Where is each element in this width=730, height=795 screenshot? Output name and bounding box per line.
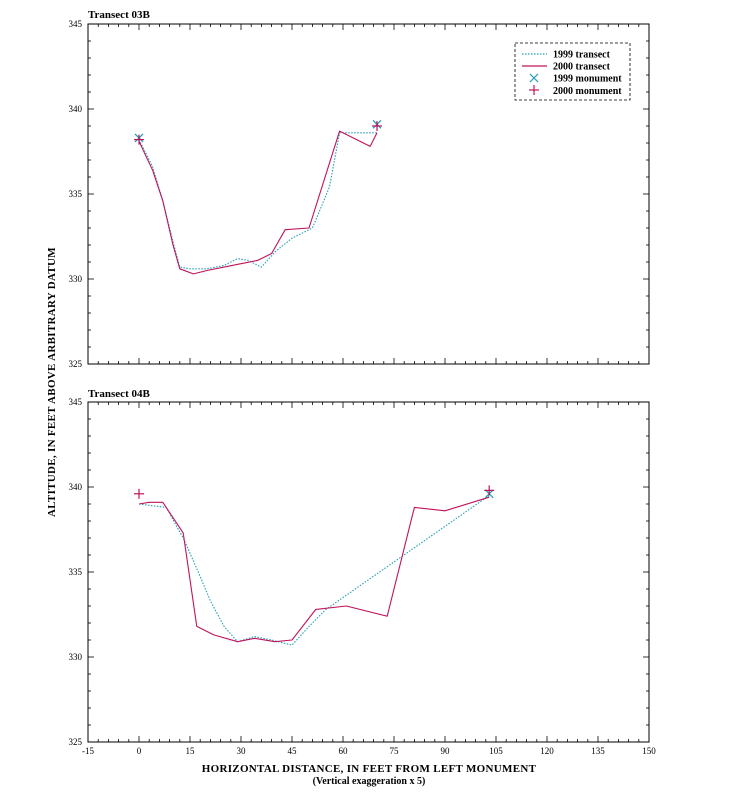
x-tick-label: 75 bbox=[390, 746, 400, 756]
y-axis-label: ALTITUDE, IN FEET ABOVE ARBITRARY DATUM bbox=[46, 247, 58, 517]
legend-x-marker-icon bbox=[529, 73, 539, 83]
legend-label-2000-transect: 2000 transect bbox=[553, 62, 611, 73]
transect-03b-panel: Transect 03B 325 330 335 340 345 1999 transe… bbox=[69, 9, 650, 369]
y-tick-label: 330 bbox=[69, 652, 83, 662]
series-layer-03b bbox=[138, 130, 378, 275]
x-tick-label: 0 bbox=[137, 746, 142, 756]
series-line-2000-transect-03b bbox=[138, 130, 378, 275]
y-tick-label: 335 bbox=[69, 567, 83, 577]
x-tick-label: 45 bbox=[288, 746, 298, 756]
y-tick-label: 335 bbox=[69, 189, 83, 199]
y-tick-label: 345 bbox=[69, 397, 83, 407]
legend-label-1999-transect: 1999 transect bbox=[553, 50, 611, 61]
series-layer-04b bbox=[138, 495, 490, 646]
x-tick-label: 135 bbox=[591, 746, 605, 756]
legend-label-1999-monument: 1999 monument bbox=[553, 74, 622, 85]
x-tick-label: -15 bbox=[82, 746, 94, 756]
2000-monument-marker-04b bbox=[134, 488, 144, 499]
series-line-1999-transect-03b bbox=[138, 132, 377, 270]
y-tick-label: 325 bbox=[69, 359, 83, 369]
panel-title-03b: Transect 03B bbox=[88, 9, 150, 21]
y-tick-labels-04b: 325 330 335 340 345 bbox=[69, 397, 83, 747]
y-tick-label: 340 bbox=[69, 482, 83, 492]
2000-monument-marker-03b bbox=[372, 121, 382, 131]
axis-ticks-04b bbox=[87, 401, 650, 743]
x-tick-label: 60 bbox=[339, 746, 349, 756]
y-tick-label: 345 bbox=[69, 19, 83, 29]
x-tick-label: 90 bbox=[441, 746, 451, 756]
x-tick-label: 105 bbox=[489, 746, 503, 756]
axis-ticks-03b bbox=[87, 23, 650, 365]
y-tick-label: 330 bbox=[69, 274, 83, 284]
legend: 1999 transect 2000 transect 1999 monumen… bbox=[514, 42, 631, 101]
y-tick-label: 340 bbox=[69, 104, 83, 114]
x-axis-label: HORIZONTAL DISTANCE, IN FEET FROM LEFT M… bbox=[202, 763, 537, 775]
x-tick-label: 15 bbox=[186, 746, 196, 756]
x-tick-labels: -15 0 15 30 45 60 75 90 105 120 135 150 bbox=[82, 746, 656, 756]
y-tick-label: 325 bbox=[69, 737, 83, 747]
x-tick-label: 120 bbox=[540, 746, 554, 756]
2000-monument-marker-04b bbox=[484, 485, 495, 496]
monument-layer-03b bbox=[134, 119, 382, 145]
legend-label-2000-monument: 2000 monument bbox=[553, 86, 622, 97]
y-tick-labels-03b: 325 330 335 340 345 bbox=[69, 19, 83, 369]
vertical-exaggeration-note: (Vertical exaggeration x 5) bbox=[313, 776, 426, 787]
monument-layer-04b bbox=[134, 485, 495, 499]
series-line-2000-transect-04b bbox=[138, 496, 490, 643]
x-tick-label: 150 bbox=[642, 746, 656, 756]
transect-04b-panel: Transect 04B 325 330 335 340 345 -15 0 15 30 45 6… bbox=[69, 388, 657, 756]
legend-plus-marker-icon bbox=[529, 85, 539, 95]
panel-title-04b: Transect 04B bbox=[88, 388, 150, 400]
x-tick-label: 30 bbox=[237, 746, 247, 756]
plot-frame-04b bbox=[87, 401, 650, 743]
2000-monument-marker-03b bbox=[134, 134, 144, 145]
